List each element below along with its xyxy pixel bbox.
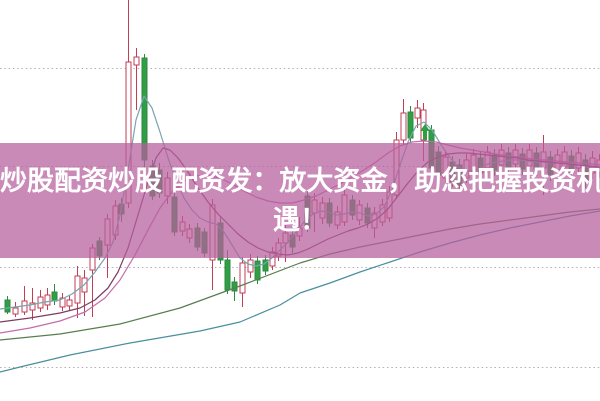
promo-banner: 炒股配资炒股 配资发：放大资金，助您把握投资机 遇！ <box>0 143 600 258</box>
banner-text-line1: 炒股配资炒股 配资发：放大资金，助您把握投资机 <box>0 165 600 197</box>
banner-text-line2: 遇！ <box>273 204 327 236</box>
up-arrow-marker <box>420 124 430 140</box>
